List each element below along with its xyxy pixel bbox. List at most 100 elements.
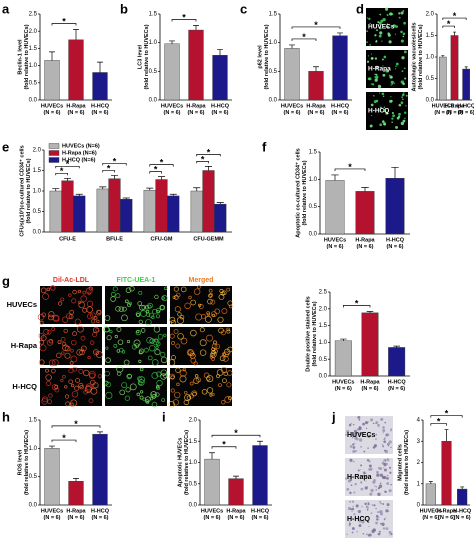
micrograph-cell (76, 349, 83, 356)
micrograph-cell (379, 106, 383, 109)
significance-label: * (154, 165, 158, 175)
panel-label: g (2, 273, 10, 288)
micrograph-cell (216, 374, 220, 379)
micrograph-cell (92, 326, 100, 334)
micrograph-cell (349, 521, 351, 523)
micrograph-cell (393, 82, 396, 84)
micrograph-cell (349, 500, 352, 503)
micrograph-cell (69, 402, 74, 407)
micrograph-cell (361, 520, 365, 524)
bar (439, 56, 447, 101)
significance-bracket (291, 38, 317, 41)
panel-label: a (2, 1, 10, 16)
micrograph-cell (386, 433, 390, 437)
micrograph-cell (195, 313, 203, 321)
micrograph-cell (222, 352, 226, 356)
significance-bracket (55, 172, 68, 176)
micrograph-cell (48, 359, 56, 367)
significance-bracket (442, 25, 455, 29)
x-tick-label: H-Rapa (226, 508, 246, 514)
micrograph-cell (169, 333, 175, 339)
bar (167, 195, 180, 233)
micrograph-cell (386, 482, 390, 485)
micrograph-cell (379, 13, 382, 16)
y-tick-label: 1.0 (149, 40, 158, 46)
micrograph-cell (71, 298, 77, 304)
bar (388, 347, 406, 377)
micrograph-cell (388, 440, 392, 444)
x-tick-label: H-Rapa (66, 508, 86, 514)
micrograph-cell (351, 531, 354, 534)
x-tick-label: HUVECs (41, 103, 63, 109)
micrograph-cell (66, 313, 73, 320)
bar (450, 35, 459, 101)
micrograph-cell (398, 16, 401, 19)
image-row-label: H-HCQ (368, 108, 389, 115)
significance-bracket (430, 423, 447, 426)
x-tick-label: H-HCQ (457, 103, 474, 109)
micrograph-cell (365, 480, 367, 482)
micrograph-cell (362, 474, 364, 477)
y-axis-label: (fold relative to HUVECs) (24, 24, 30, 89)
micrograph-cell (405, 94, 408, 97)
micrograph-cell (351, 500, 355, 503)
x-tick-label: H-HCQ (388, 379, 407, 385)
bar (202, 170, 215, 233)
micrograph-cell (363, 450, 366, 453)
bar (92, 433, 108, 506)
y-axis-label: (fold relative to HUVECs) (418, 24, 424, 89)
micrograph-cell (379, 530, 381, 533)
error-bar (464, 66, 468, 70)
micrograph-cell (386, 25, 389, 29)
micrograph-cell (145, 319, 152, 326)
micrograph-cell (376, 473, 380, 477)
micrograph-cell (383, 475, 387, 480)
panel-label: c (240, 1, 247, 16)
micrograph-cell (370, 53, 372, 55)
micrograph-cell (64, 352, 71, 359)
micrograph-cell (371, 529, 375, 534)
micrograph-cell (395, 125, 398, 129)
error-bar (122, 197, 130, 200)
micrograph-cell (220, 400, 226, 405)
micrograph-cell (140, 390, 144, 394)
significance-label: * (62, 16, 66, 26)
micrograph-cell (124, 395, 130, 401)
micrograph-cell (382, 503, 385, 506)
significance-label: * (445, 408, 449, 418)
bar (44, 60, 60, 101)
significance-label: * (355, 298, 359, 308)
micrograph-cell (374, 76, 376, 78)
micrograph-cell (76, 325, 84, 333)
micrograph-cell (42, 292, 50, 300)
micrograph-cell (149, 345, 156, 352)
micrograph-cell (156, 309, 160, 314)
micrograph-cell (184, 394, 192, 402)
micrograph-cell (71, 390, 79, 398)
micrograph-cell (151, 401, 158, 408)
micrograph-cell (88, 370, 96, 378)
error-bar (361, 187, 369, 192)
y-axis-label: (fold relative to HUVECs) (24, 430, 30, 495)
x-tick-label: H-Rapa (186, 103, 206, 109)
micrograph-cell (352, 446, 356, 449)
micrograph-cell (109, 329, 113, 334)
micrograph-cell (400, 101, 404, 105)
micrograph-cell (386, 23, 389, 25)
image-row-label: H-HCQ (12, 382, 37, 391)
micrograph-cell (61, 351, 65, 355)
x-tick-label: H-Rapa (437, 508, 457, 514)
bar (441, 441, 452, 506)
micrograph-cell (199, 327, 205, 333)
significance-bracket (55, 165, 80, 169)
micrograph-cell (375, 515, 379, 518)
micrograph-cell (74, 385, 80, 391)
error-bar (193, 187, 201, 191)
micrograph-cell (385, 527, 389, 530)
error-bar (75, 193, 83, 196)
y-tick-label: 1.5 (189, 439, 198, 445)
micrograph-cell (352, 505, 354, 508)
micrograph-cell (88, 398, 94, 404)
significance-label: * (74, 419, 78, 429)
bar (92, 72, 108, 101)
